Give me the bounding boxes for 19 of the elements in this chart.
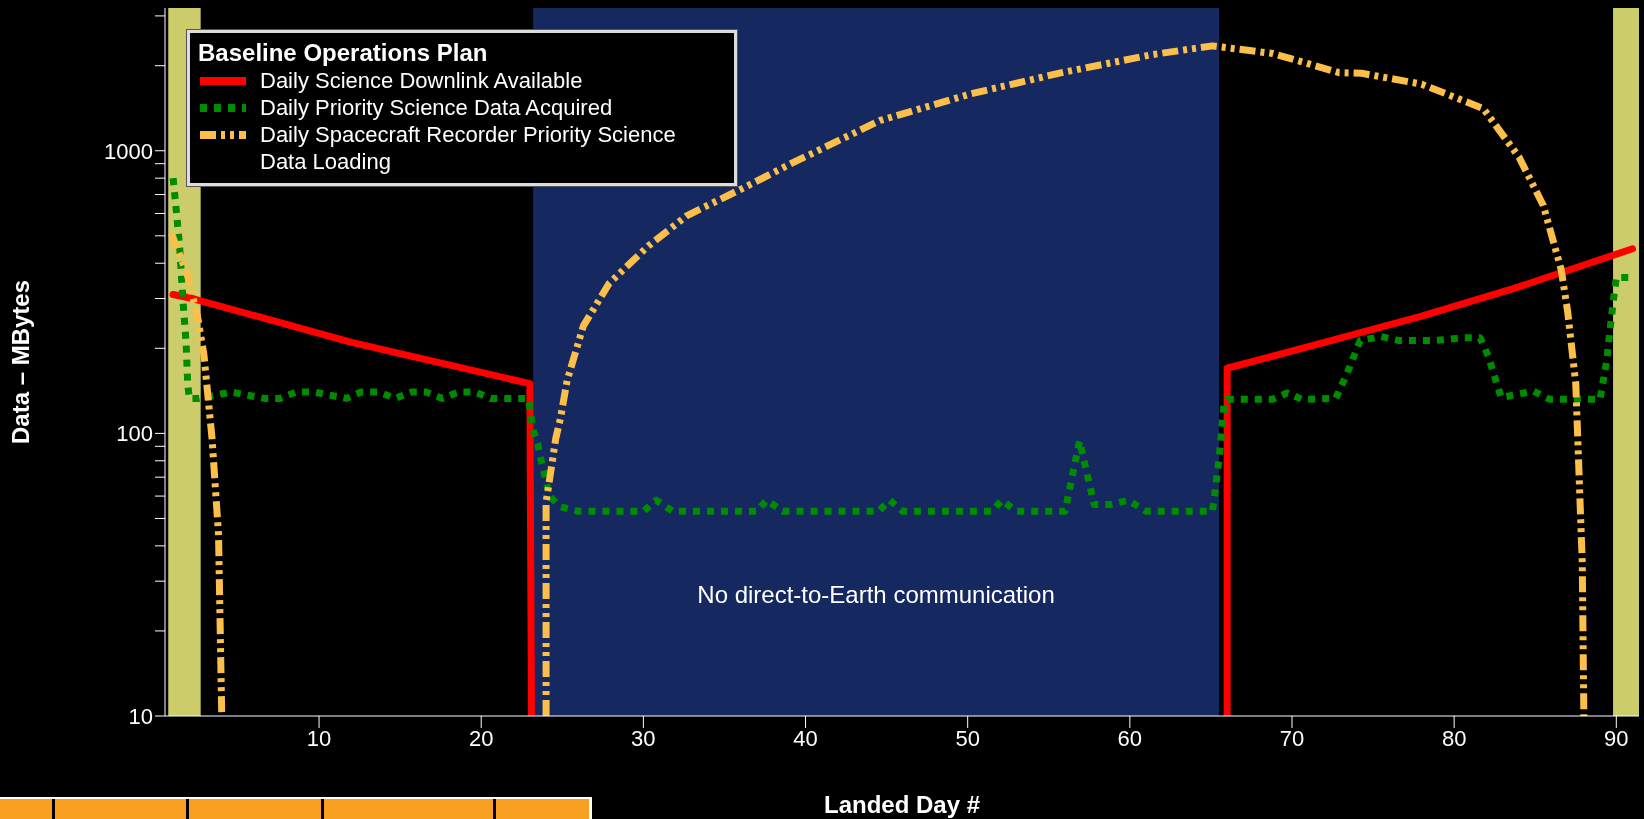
x-tick-label: 90 xyxy=(1604,725,1629,751)
x-tick-label: 40 xyxy=(793,725,818,751)
legend-label: Daily Priority Science Data Acquired xyxy=(260,94,614,121)
band-label: No direct-to-Earth communication xyxy=(697,580,1055,608)
x-tick-label: 50 xyxy=(955,725,980,751)
x-tick-label: 10 xyxy=(306,725,332,751)
x-tick-label: 20 xyxy=(468,725,494,751)
y-tick-label: 1000 xyxy=(104,138,153,164)
x-tick-label: 70 xyxy=(1279,725,1305,751)
x-axis-title: Landed Day # xyxy=(823,791,981,818)
y-axis-title: Data – MBytes xyxy=(6,279,34,445)
legend-title: Baseline Operations Plan xyxy=(198,39,489,67)
y-tick-label: 10 xyxy=(128,703,153,729)
legend-label: Daily Spacecraft Recorder Priority Science Data Loading xyxy=(260,121,677,175)
x-tick-label: 80 xyxy=(1441,725,1467,751)
x-tick-label: 30 xyxy=(631,725,656,751)
x-tick-label: 60 xyxy=(1117,725,1143,751)
y-tick-label: 100 xyxy=(116,421,153,447)
legend-label: Daily Science Downlink Available xyxy=(260,67,584,94)
